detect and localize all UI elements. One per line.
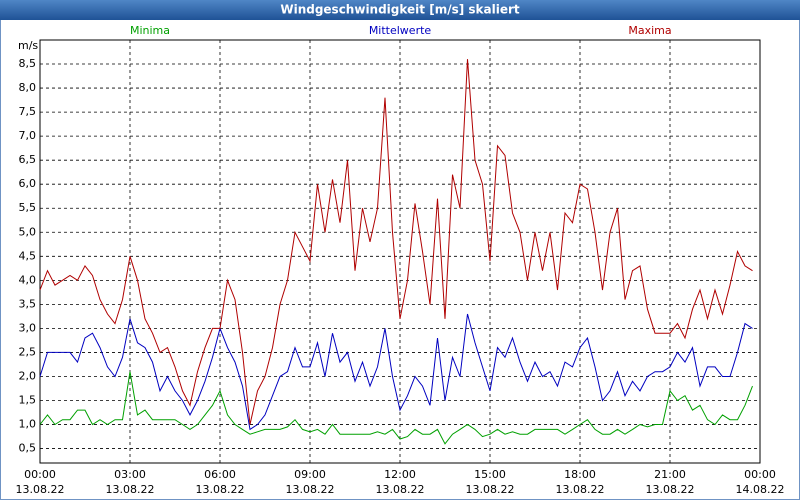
x-tick-date: 13.08.22 [376,483,425,496]
legend-label: Mittelwerte [369,24,432,37]
x-tick-label: 00:00 [24,468,56,481]
x-tick-date: 13.08.22 [646,483,695,496]
legend-label: Maxima [628,24,671,37]
series-line [39,371,753,445]
x-tick-label: 15:00 [474,468,506,481]
y-unit: m/s [18,39,38,52]
y-tick-label: 0,5 [19,442,37,455]
x-tick-date: 13.08.22 [466,483,515,496]
x-tick-label: 00:00 [744,468,776,481]
x-tick-label: 12:00 [384,468,416,481]
series-line [39,313,753,431]
y-tick-label: 6,5 [19,153,37,166]
x-tick-label: 21:00 [654,468,686,481]
y-tick-label: 8,0 [19,81,37,94]
y-tick-label: 2,0 [19,369,37,382]
y-tick-label: 6,0 [19,177,37,190]
y-tick-label: 1,5 [19,394,37,407]
x-tick-label: 06:00 [204,468,236,481]
y-tick-label: 2,5 [19,345,37,358]
x-tick-date: 14.08.22 [736,483,785,496]
x-tick-date: 13.08.22 [196,483,245,496]
y-tick-label: 5,5 [19,201,37,214]
y-tick-label: 1,0 [19,418,37,431]
y-tick-label: 8,5 [19,57,37,70]
x-tick-date: 13.08.22 [106,483,155,496]
y-tick-label: 7,5 [19,105,37,118]
y-tick-label: 7,0 [19,129,37,142]
x-tick-date: 13.08.22 [556,483,605,496]
x-tick-label: 09:00 [294,468,326,481]
y-tick-label: 4,0 [19,273,37,286]
x-tick-date: 13.08.22 [16,483,65,496]
title-bar [0,0,800,20]
x-tick-date: 13.08.22 [286,483,335,496]
y-tick-label: 4,5 [19,249,37,262]
chart-title: Windgeschwindigkeit [m/s] skaliert [280,3,520,17]
legend-label: Minima [130,24,170,37]
y-tick-label: 3,5 [19,297,37,310]
x-tick-label: 18:00 [564,468,596,481]
series-line [39,59,753,425]
x-tick-label: 03:00 [114,468,146,481]
y-tick-label: 3,0 [19,321,37,334]
y-tick-label: 5,0 [19,225,37,238]
